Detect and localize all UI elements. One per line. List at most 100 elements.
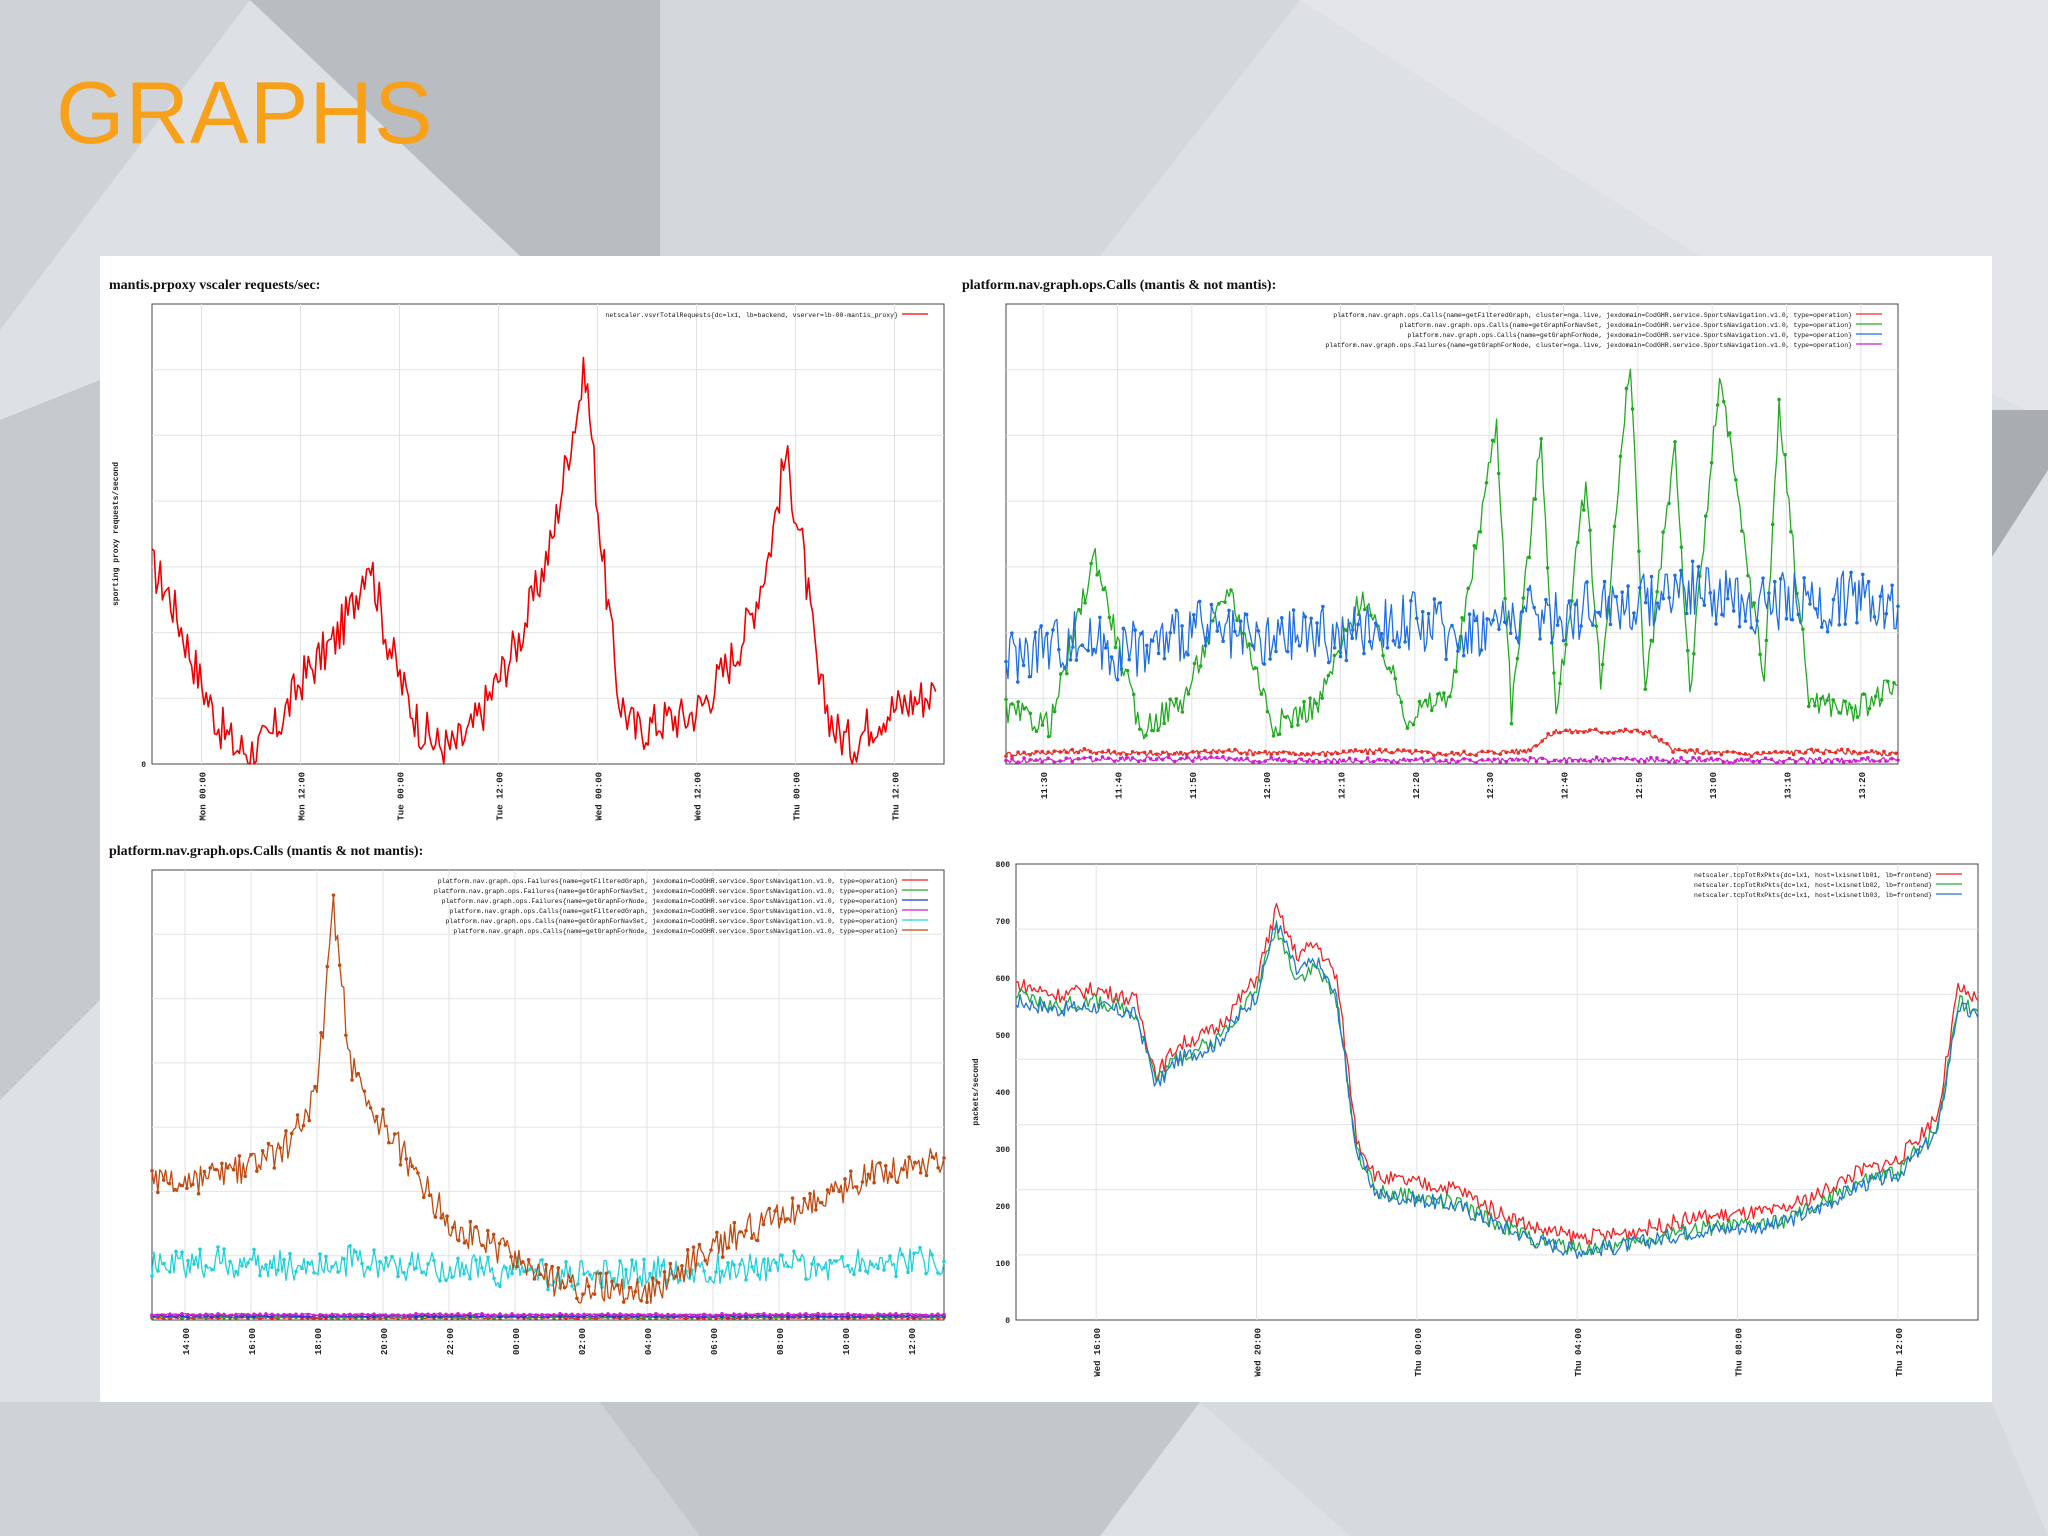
data-point bbox=[1263, 749, 1267, 754]
data-point bbox=[755, 1238, 760, 1243]
data-point bbox=[1203, 643, 1208, 648]
data-point bbox=[1655, 589, 1659, 594]
data-point bbox=[831, 1188, 836, 1193]
data-point bbox=[162, 1261, 166, 1266]
data-point bbox=[784, 1217, 789, 1221]
data-point bbox=[1888, 752, 1892, 756]
data-point bbox=[1192, 661, 1197, 666]
data-point bbox=[306, 1260, 310, 1265]
data-point bbox=[654, 1314, 658, 1319]
data-point bbox=[288, 1312, 292, 1317]
data-point bbox=[342, 1312, 346, 1317]
data-point bbox=[1160, 757, 1165, 762]
data-point bbox=[1606, 758, 1611, 763]
data-point bbox=[1125, 668, 1130, 673]
data-point bbox=[1136, 751, 1141, 756]
data-point bbox=[1438, 751, 1442, 756]
data-point bbox=[696, 1313, 700, 1318]
data-point bbox=[1369, 613, 1373, 618]
data-point bbox=[1684, 611, 1689, 616]
data-point bbox=[272, 1166, 277, 1170]
data-point bbox=[1438, 601, 1443, 605]
data-point bbox=[210, 1313, 214, 1317]
data-point bbox=[1033, 630, 1038, 635]
data-point bbox=[1624, 386, 1629, 391]
data-point bbox=[1855, 620, 1859, 625]
data-point bbox=[1892, 681, 1896, 685]
data-point bbox=[1010, 631, 1014, 636]
data-point bbox=[150, 1274, 154, 1278]
data-point bbox=[666, 1312, 670, 1317]
data-point bbox=[1655, 601, 1660, 605]
data-point bbox=[1168, 630, 1173, 635]
data-point bbox=[456, 1238, 461, 1243]
data-point bbox=[1522, 749, 1527, 753]
chart-title-top-right: platform.nav.graph.ops.Calls (mantis & n… bbox=[962, 278, 1277, 293]
x-tick-label: 13:10 bbox=[1784, 772, 1794, 799]
data-point bbox=[1503, 620, 1507, 624]
data-point bbox=[1544, 597, 1548, 602]
data-point bbox=[1867, 706, 1872, 711]
data-point bbox=[1555, 623, 1560, 627]
x-tick-label: 08:00 bbox=[776, 1328, 786, 1355]
data-point bbox=[1796, 612, 1801, 617]
data-point bbox=[1594, 624, 1599, 628]
data-point bbox=[1814, 607, 1818, 611]
data-point bbox=[1611, 731, 1616, 735]
data-point bbox=[331, 893, 336, 897]
data-point bbox=[930, 1312, 934, 1317]
data-point bbox=[266, 1141, 271, 1146]
y-tick-label: 300 bbox=[996, 1146, 1011, 1155]
plot-frame bbox=[151, 869, 945, 1321]
data-point bbox=[1229, 588, 1233, 592]
data-point bbox=[1274, 649, 1278, 654]
data-point bbox=[1661, 530, 1665, 535]
data-point bbox=[1162, 656, 1167, 661]
data-point bbox=[486, 1255, 490, 1260]
data-point bbox=[866, 1172, 871, 1177]
data-point bbox=[1649, 755, 1653, 760]
data-point bbox=[192, 1313, 196, 1318]
data-point bbox=[1215, 629, 1220, 633]
data-point bbox=[1573, 602, 1578, 607]
x-tick-label: Tue 12:00 bbox=[496, 772, 506, 821]
data-point bbox=[696, 1262, 700, 1266]
data-point bbox=[744, 1278, 748, 1282]
data-point bbox=[1021, 663, 1026, 668]
data-point bbox=[1593, 727, 1598, 732]
data-point bbox=[1807, 704, 1811, 709]
data-point bbox=[1238, 619, 1243, 623]
data-point bbox=[480, 1266, 484, 1270]
data-point bbox=[1659, 737, 1663, 742]
data-point bbox=[790, 1196, 795, 1200]
data-point bbox=[1257, 750, 1261, 755]
data-point bbox=[714, 1313, 718, 1318]
data-point bbox=[586, 1284, 591, 1289]
data-point bbox=[252, 1247, 256, 1252]
x-tick-label: 10:00 bbox=[842, 1328, 852, 1355]
data-point bbox=[1755, 619, 1759, 623]
data-point bbox=[1299, 757, 1304, 761]
data-point bbox=[858, 1268, 862, 1272]
data-point bbox=[1160, 750, 1165, 755]
data-point bbox=[474, 1225, 478, 1229]
data-point bbox=[642, 1257, 646, 1262]
data-point bbox=[1191, 759, 1195, 763]
data-point bbox=[720, 1311, 724, 1316]
data-point bbox=[480, 1243, 484, 1248]
data-point bbox=[1585, 580, 1589, 584]
data-point bbox=[438, 1314, 442, 1319]
x-tick-label: 11:50 bbox=[1189, 772, 1199, 799]
data-point bbox=[214, 1167, 218, 1172]
data-point bbox=[510, 1312, 514, 1316]
data-point bbox=[1534, 759, 1539, 764]
data-point bbox=[1314, 701, 1318, 706]
data-point bbox=[1287, 751, 1292, 755]
data-point bbox=[234, 1312, 238, 1317]
x-tick-label: 18:00 bbox=[314, 1328, 324, 1355]
data-point bbox=[610, 1279, 614, 1284]
data-point bbox=[630, 1312, 634, 1317]
data-point bbox=[1320, 696, 1325, 700]
data-point bbox=[1841, 760, 1846, 764]
data-point bbox=[1293, 760, 1298, 764]
